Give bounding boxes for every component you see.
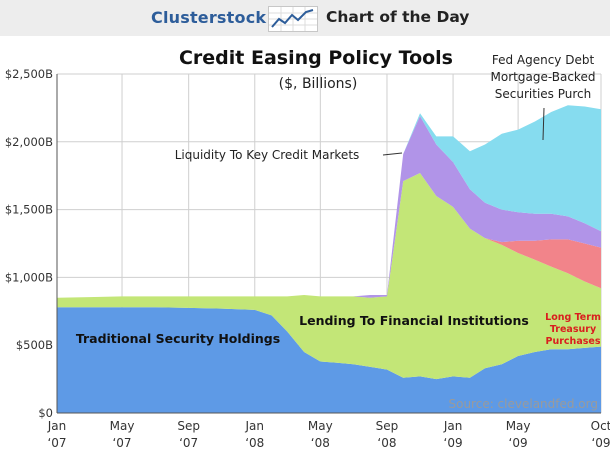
chart-source: Source: clevelandfed.org (448, 397, 598, 411)
x-tick-label: May (110, 419, 135, 433)
label-lending: Lending To Financial Institutions (299, 313, 529, 328)
area-liquidity-to-key-credit-markets (57, 116, 601, 298)
x-tick-year-label: ‘08 (311, 436, 330, 450)
area-fed-agency-debt-mortgage-backed-securities-purch (57, 105, 601, 298)
chart-of-the-day-label: Chart of the Day (326, 8, 470, 26)
y-tick-label: $1,000B (5, 270, 53, 284)
x-tick-label: Jan (245, 419, 265, 433)
liquidity-leader-line (382, 152, 403, 156)
label-fed-agency: Securities Purch (495, 87, 591, 101)
x-tick-year-label: ‘09 (509, 436, 528, 450)
chart-title: Credit Easing Policy Tools (179, 47, 453, 69)
x-tick-label: Jan (47, 419, 67, 433)
x-tick-year-label: ‘08 (245, 436, 264, 450)
trend-chart-icon (268, 6, 318, 32)
area-lending-to-financial-institutions (57, 173, 601, 380)
y-tick-label: $2,000B (5, 135, 53, 149)
x-tick-label: May (308, 419, 333, 433)
chart-title-block: Credit Easing Policy Tools ($, Billions)… (179, 47, 598, 411)
x-tick-year-label: ‘09 (444, 436, 463, 450)
label-traditional: Traditional Security Holdings (76, 331, 280, 346)
y-tick-label: $2,500B (5, 67, 53, 81)
x-tick-year-label: ‘08 (377, 436, 396, 450)
x-tick-year-label: ‘07 (47, 436, 66, 450)
y-tick-label: $500B (16, 338, 53, 352)
x-tick-label: Sep (376, 419, 399, 433)
x-tick-year-label: ‘07 (112, 436, 131, 450)
label-treasury: Purchases (546, 336, 601, 347)
y-tick-label: $0 (38, 406, 53, 420)
label-liquidity: Liquidity To Key Credit Markets (175, 148, 360, 162)
x-tick-label: Jan (443, 419, 463, 433)
label-fed-agency: Mortgage-Backed (491, 70, 596, 84)
chart-annotations: Fed Agency Debt Mortgage-Backed Securities… (76, 53, 601, 347)
chart-subtitle: ($, Billions) (279, 76, 358, 92)
x-tick-label: Oct (591, 419, 610, 433)
area-traditional-security-holdings (57, 307, 601, 413)
stacked-areas (57, 105, 601, 413)
label-treasury: Treasury (550, 324, 597, 335)
y-tick-label: $1,500B (5, 203, 53, 217)
credit-easing-chart: $0 $500B $1,000B $1,500B $2,000B $2,500B Jan ‘0… (5, 47, 610, 450)
fed-agency-leader-line (542, 107, 545, 141)
label-treasury: Long Term (545, 312, 601, 323)
x-tick-year-label: ‘09 (591, 436, 610, 450)
chart-axes: $0 $500B $1,000B $1,500B $2,000B $2,500B Jan ‘0… (5, 67, 610, 450)
x-tick-year-label: ‘07 (179, 436, 198, 450)
brand-name: Clusterstock (151, 8, 267, 27)
x-tick-label: May (506, 419, 531, 433)
header-bar: Clusterstock Chart of the Day (0, 0, 610, 36)
label-fed-agency: Fed Agency Debt (492, 53, 595, 67)
x-tick-label: Sep (177, 419, 200, 433)
